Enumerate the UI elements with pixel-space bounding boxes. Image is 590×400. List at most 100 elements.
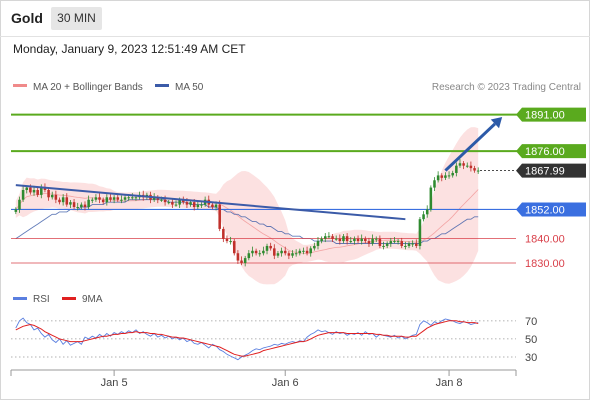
candle-body [196,204,200,208]
candle-body [389,241,393,244]
projection-arrow-head [490,117,503,129]
candle-body [185,202,189,205]
rsi-legend-swatch [13,297,27,300]
candle-body [265,245,269,251]
bb-legend-swatch [13,84,27,87]
candle-body [309,248,312,254]
support-label: 1840.00 [525,234,565,246]
candle-body [98,197,101,200]
pivot-label: 1852.00 [525,204,565,216]
candle-body [393,241,396,243]
candle-body [436,175,440,181]
candle-body [331,236,334,239]
candle-body [287,253,291,256]
candle-body [32,190,36,193]
candle-body [76,207,79,209]
candle-body [262,250,265,254]
candle-body [313,245,316,249]
candle-body [40,187,43,195]
candle-body [396,241,400,243]
candle-body [451,172,454,176]
candle-body [131,197,134,199]
candle-body [455,165,458,173]
candle-body [152,197,156,200]
ma50-legend-label: MA 50 [175,82,204,93]
candle-body [440,175,444,178]
resistance-label: 1876.00 [525,146,565,158]
candle-body [247,253,251,259]
candle-body [240,260,243,263]
timeframe-button[interactable]: 30 MIN [51,7,102,30]
candle-body [476,170,480,172]
candle-body [171,202,174,205]
resistance-label: 1891.00 [525,110,565,122]
candle-body [353,238,356,242]
candle-body [305,250,309,254]
datetime-label: Monday, January 9, 2023 12:51:49 AM CET [13,42,246,56]
candle-body [120,199,123,201]
candle-body [473,168,476,171]
candle-body [374,238,378,240]
candle-body [323,236,327,239]
candle-body [211,204,214,208]
candle-body [80,204,83,208]
candle-body [232,241,236,254]
candle-body [192,202,196,208]
candle-body [465,165,469,167]
candle-body [112,197,116,200]
projection-arrow-shaft [444,122,496,172]
candle-body [36,190,39,195]
candle-body [94,197,98,200]
candle-body [214,204,218,208]
candle-body [316,241,320,246]
x-axis: Jan 5 Jan 6 Jan 8 [10,370,517,389]
candle-body [229,241,232,243]
candle-body [407,243,411,246]
ma20-line [15,189,479,254]
candle-body [18,199,21,210]
candle-body [298,250,302,254]
candle-body [444,175,447,178]
candle-body [160,199,163,201]
candle-body [385,243,389,246]
rsi-legend-label: RSI [33,294,50,305]
candle-body [218,204,221,229]
candle-body [105,197,109,203]
candle-body [378,238,382,246]
candle-body [254,250,258,254]
candle-body [21,190,25,200]
candle-body [225,238,229,242]
rsi-tick-label: 50 [525,334,537,346]
candle-body [54,194,58,200]
header-bar: Gold 30 MIN [0,0,590,37]
candle-body [50,194,54,198]
candle-body [167,202,171,204]
candle-body [429,187,433,210]
candle-body [345,236,349,242]
rsi-tick-label: 70 [525,316,537,328]
candle-body [101,199,105,203]
candle-body [134,197,138,199]
candle-body [69,202,72,205]
resistance-label-bg [516,107,586,122]
candle-body [47,190,50,198]
rsi-plot: 70 50 30 [11,316,537,364]
candle-body [109,197,112,200]
candle-body [447,175,451,177]
candle-body [334,238,338,240]
current-price-label: 1867.99 [525,166,565,178]
candle-body [276,253,280,256]
candle-body [258,253,262,255]
candle-body [404,245,407,247]
current-price-label-bg [516,163,586,178]
candle-body [400,241,404,246]
candle-body [291,253,294,256]
main-plot: 1891.00 1876.00 1867.99 1852.00 1840.00 1830.… [11,107,586,285]
rsi-tick-label: 30 [525,352,537,364]
x-tick-label: Jan 6 [272,377,299,389]
ma50-legend-swatch [155,84,169,87]
candle-body [469,165,473,169]
candle-body [364,238,367,242]
candle-body [327,236,331,238]
